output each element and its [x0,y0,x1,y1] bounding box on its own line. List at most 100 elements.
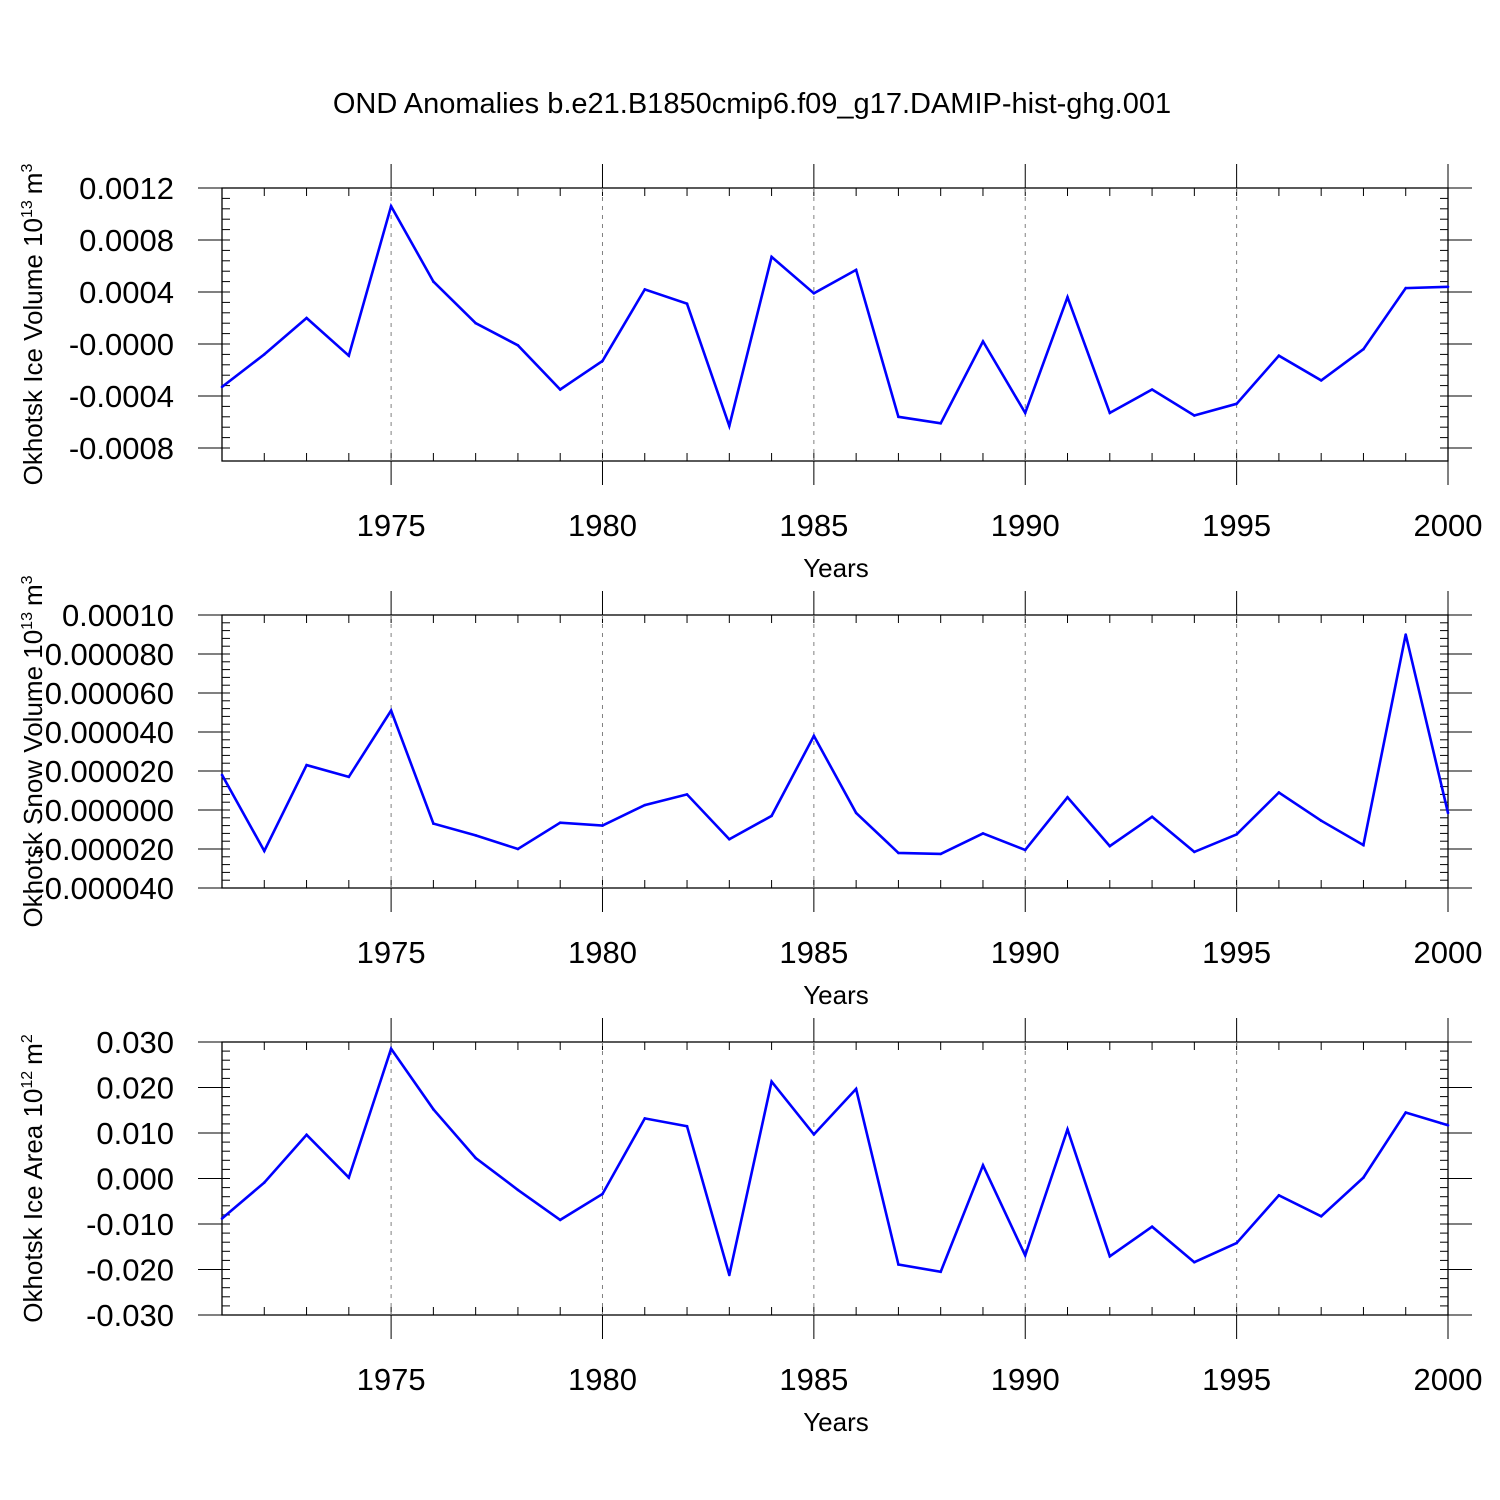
data-point [1404,1111,1408,1114]
data-point [728,837,731,841]
data-point [305,316,308,320]
data-point [1362,1176,1365,1179]
data-point [854,811,858,815]
data-point [1319,819,1323,823]
y-axis-title-exponent: 12 [19,1071,36,1089]
data-point [728,1273,731,1277]
data-point [262,849,266,853]
y-axis-title: Okhotsk Snow Volume 1013 m3 [18,575,48,927]
y-tick-label: -0.0004 [69,379,174,414]
data-point [770,255,773,259]
x-tick-label: 1995 [1202,1362,1271,1397]
data-point [1362,843,1365,847]
data-point [220,1217,224,1220]
data-point [1066,295,1069,299]
data-point [770,1080,773,1083]
x-axis-title: Years [803,980,869,1010]
data-point [220,385,224,389]
data-point [1446,285,1450,289]
y-axis-title-unit-exponent: 3 [19,575,36,584]
data-point [1319,379,1323,382]
data-point [347,354,351,358]
x-axis-title: Years [803,1407,869,1437]
x-tick-label: 1995 [1202,935,1271,970]
data-point [1193,414,1196,417]
y-axis-title-main: Okhotsk Snow Volume 10 [18,630,48,928]
y-axis-title-unit: m [18,173,48,195]
y-axis-title-unit: m [18,584,48,606]
x-tick-label: 1985 [779,935,848,970]
y-tick-label: 0.030 [96,1025,174,1060]
data-point [1446,811,1450,815]
y-axis-title-main: Okhotsk Ice Area 10 [18,1089,48,1323]
data-point [854,268,858,272]
y-tick-label: 0.0008 [79,223,174,258]
data-point [1362,347,1365,351]
data-point [1235,833,1238,836]
y-tick-label: -0.030 [86,1298,174,1333]
y-tick-label: 0.010 [96,1116,174,1151]
series-line [221,1045,1449,1276]
data-point [1150,1225,1154,1229]
data-point [812,292,816,295]
y-axis-title-unit: m [18,1043,48,1065]
x-axis-title: Years [803,553,869,583]
data-point [685,302,689,306]
y-tick-label: -0.000020 [34,832,174,867]
y-tick-label: 0.000000 [45,793,174,828]
x-tick-label: 2000 [1414,1362,1483,1397]
data-point [1066,1128,1069,1131]
data-point [643,288,647,291]
data-point [981,340,985,343]
data-point [1404,633,1408,636]
data-point [770,814,773,818]
data-point [1066,796,1069,799]
data-point [1277,1194,1281,1197]
data-point [897,851,900,855]
plot-frame [221,1041,1449,1316]
data-point [1235,1241,1238,1245]
y-axis-title-exponent: 13 [19,200,36,218]
x-tick-label: 1985 [779,1362,848,1397]
data-point [1235,402,1238,406]
data-point [643,803,647,807]
data-point [516,847,520,851]
plot-frame [221,614,1449,889]
x-tick-label: 1990 [991,935,1060,970]
data-point [1404,286,1408,290]
x-tick-label: 1980 [568,1362,637,1397]
series-line [220,634,1450,856]
data-point [516,1188,520,1192]
y-tick-label: 0.000 [96,1162,174,1197]
data-point [1193,1260,1196,1264]
y-tick-label: 0.00010 [62,598,174,633]
data-point [854,1087,858,1091]
data-point [220,773,224,777]
y-axis-title-unit-exponent: 2 [19,1034,36,1043]
y-tick-label: 0.000020 [45,754,174,789]
data-point [1023,1254,1027,1257]
x-tick-label: 1985 [779,508,848,543]
data-point [601,359,604,363]
plot-frame [221,187,1449,462]
data-point [432,280,435,283]
y-axis-title-unit-exponent: 3 [19,164,36,173]
data-point [558,1218,562,1222]
y-tick-label: -0.0008 [69,431,174,466]
data-point [897,1263,900,1266]
data-point [474,321,477,325]
data-point [1446,1123,1450,1127]
data-point [601,824,604,827]
y-tick-label: 0.0012 [79,171,174,206]
figure-title: OND Anomalies b.e21.B1850cmip6.f09_g17.D… [333,88,1171,120]
y-tick-label: 0.000040 [45,715,174,750]
data-point [1277,791,1281,794]
data-point [347,1176,351,1179]
data-point [1277,354,1281,358]
data-point [939,852,942,856]
y-tick-label: -0.020 [86,1253,174,1288]
data-point [1108,411,1112,415]
x-tick-label: 1980 [568,508,637,543]
data-point [1319,1214,1323,1218]
